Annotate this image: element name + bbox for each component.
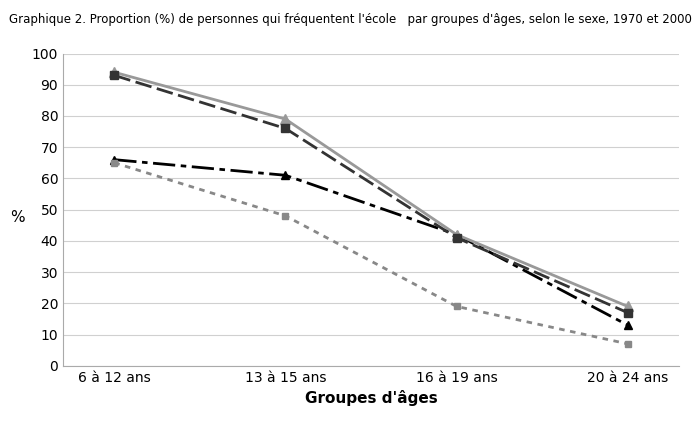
Femmes-2000 (624, 310, 632, 315)
Line: Hommes-1970: Hommes-1970 (110, 156, 632, 329)
Text: Graphique 2. Proportion (%) de personnes qui fréquentent l'école   par groupes d: Graphique 2. Proportion (%) de personnes… (8, 13, 692, 26)
Line: Femmes-2000: Femmes-2000 (110, 71, 632, 317)
Femmes-1970 (624, 341, 632, 347)
Femmes-2000 (452, 235, 461, 240)
Line: Femmes-1970: Femmes-1970 (111, 159, 631, 347)
Hommes-1970 (452, 232, 461, 237)
Hommes-1970 (110, 157, 118, 162)
Y-axis label: %: % (10, 210, 25, 225)
Legend: Hommes-1970, Femmes-1970, Hommes-2000, Femmes-2000: Hommes-1970, Femmes-1970, Hommes-2000, F… (80, 441, 662, 446)
X-axis label: Groupes d'âges: Groupes d'âges (304, 390, 438, 406)
Hommes-2000 (281, 116, 290, 122)
Hommes-1970 (624, 322, 632, 328)
Femmes-2000 (281, 126, 290, 131)
Line: Hommes-2000: Hommes-2000 (109, 67, 633, 311)
Hommes-2000 (452, 232, 461, 237)
Femmes-1970 (452, 304, 461, 309)
Hommes-1970 (281, 173, 290, 178)
Hommes-2000 (624, 304, 632, 309)
Femmes-1970 (281, 213, 290, 219)
Femmes-2000 (110, 73, 118, 78)
Femmes-1970 (110, 160, 118, 165)
Hommes-2000 (110, 70, 118, 75)
